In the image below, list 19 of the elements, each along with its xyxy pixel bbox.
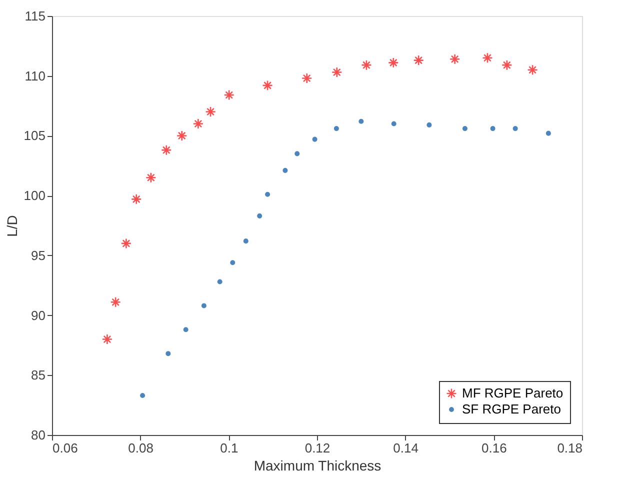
y-axis-title: L/D xyxy=(4,215,20,237)
x-tick-label: 0.12 xyxy=(304,440,330,456)
x-tick-label: 0.18 xyxy=(557,440,582,456)
y-tick-label: 100 xyxy=(24,188,46,204)
y-tick-label: 80 xyxy=(31,428,46,442)
x-tick-label: 0.08 xyxy=(128,440,154,456)
legend-label: MF RGPE Pareto xyxy=(462,386,564,400)
y-tick-label: 90 xyxy=(31,308,46,323)
y-tick-label: 95 xyxy=(31,248,46,263)
x-tick-label: 0.16 xyxy=(482,440,507,456)
x-tick-label: 0.06 xyxy=(52,440,78,456)
y-tick-label: 85 xyxy=(31,368,46,383)
x-tick-label: 0.14 xyxy=(393,440,418,456)
legend-label: SF RGPE Pareto xyxy=(462,402,561,416)
y-tick-label: 105 xyxy=(24,128,46,144)
y-tick-label: 110 xyxy=(24,68,46,84)
x-tick-label: 0.1 xyxy=(220,440,238,456)
y-tick-label: 115 xyxy=(24,8,46,24)
x-axis-title: Maximum Thickness xyxy=(254,458,382,474)
